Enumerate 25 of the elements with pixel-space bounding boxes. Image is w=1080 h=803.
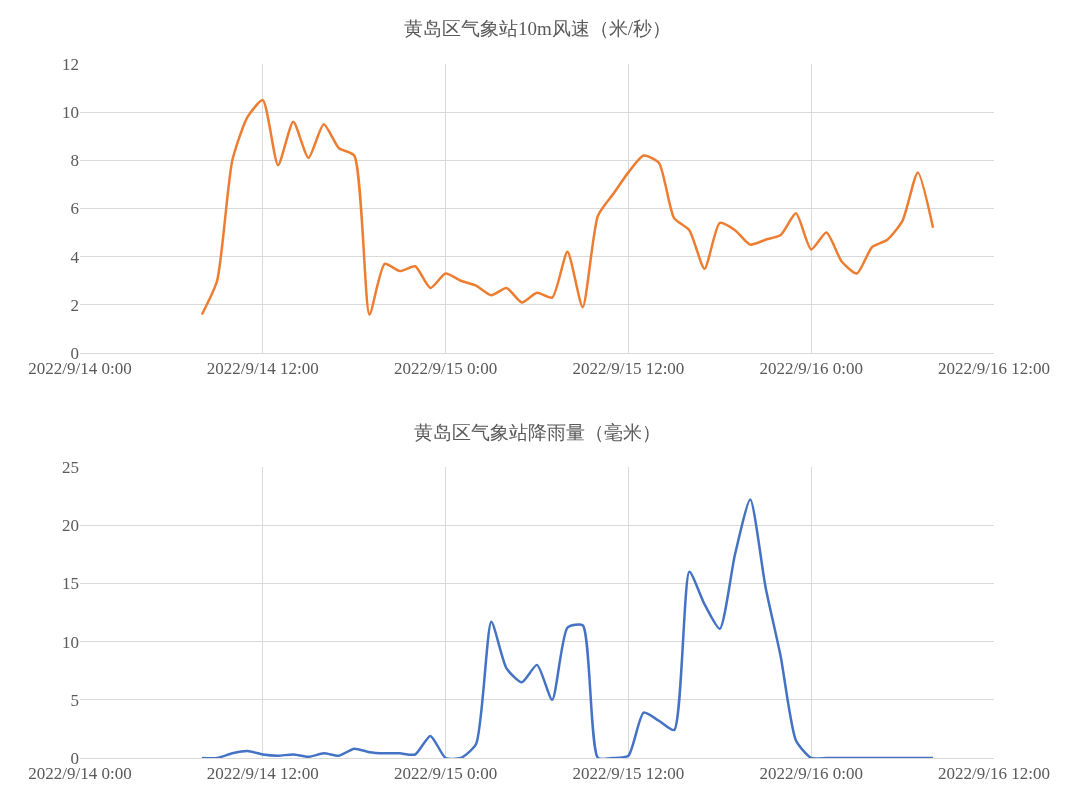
y-tick-label: 10 xyxy=(62,103,79,123)
chart-title: 黄岛区气象站降雨量（毫米） xyxy=(414,422,661,443)
line-series xyxy=(200,98,935,316)
y-tick-label: 12 xyxy=(62,54,79,74)
x-tick-label: 2022/9/16 0:00 xyxy=(759,359,863,379)
y-tick-label: 8 xyxy=(70,151,79,171)
y-tick-label: 5 xyxy=(70,690,79,710)
x-tick-label: 2022/9/15 12:00 xyxy=(572,359,685,379)
y-tick-label: 25 xyxy=(62,457,79,477)
x-tick-label: 2022/9/16 12:00 xyxy=(938,359,1050,379)
y-tick-label: 15 xyxy=(62,574,79,594)
x-tick-label: 2022/9/15 12:00 xyxy=(572,764,685,784)
y-tick-label: 6 xyxy=(70,199,79,219)
y-tick-label: 2 xyxy=(70,295,79,315)
x-tick-label: 2022/9/15 0:00 xyxy=(393,764,498,784)
y-tick-label: 10 xyxy=(62,632,79,652)
y-tick-label: 20 xyxy=(62,516,79,536)
x-tick-label: 2022/9/14 12:00 xyxy=(206,359,319,379)
x-tick-label: 2022/9/14 12:00 xyxy=(206,764,319,784)
line-series xyxy=(200,498,935,758)
y-tick-label: 4 xyxy=(70,247,80,267)
x-tick-label: 2022/9/16 12:00 xyxy=(938,764,1050,784)
chart-title: 黄岛区气象站10m风速（米/秒） xyxy=(404,18,672,39)
x-tick-label: 2022/9/16 0:00 xyxy=(759,764,863,784)
x-tick-label: 2022/9/15 0:00 xyxy=(393,359,498,379)
